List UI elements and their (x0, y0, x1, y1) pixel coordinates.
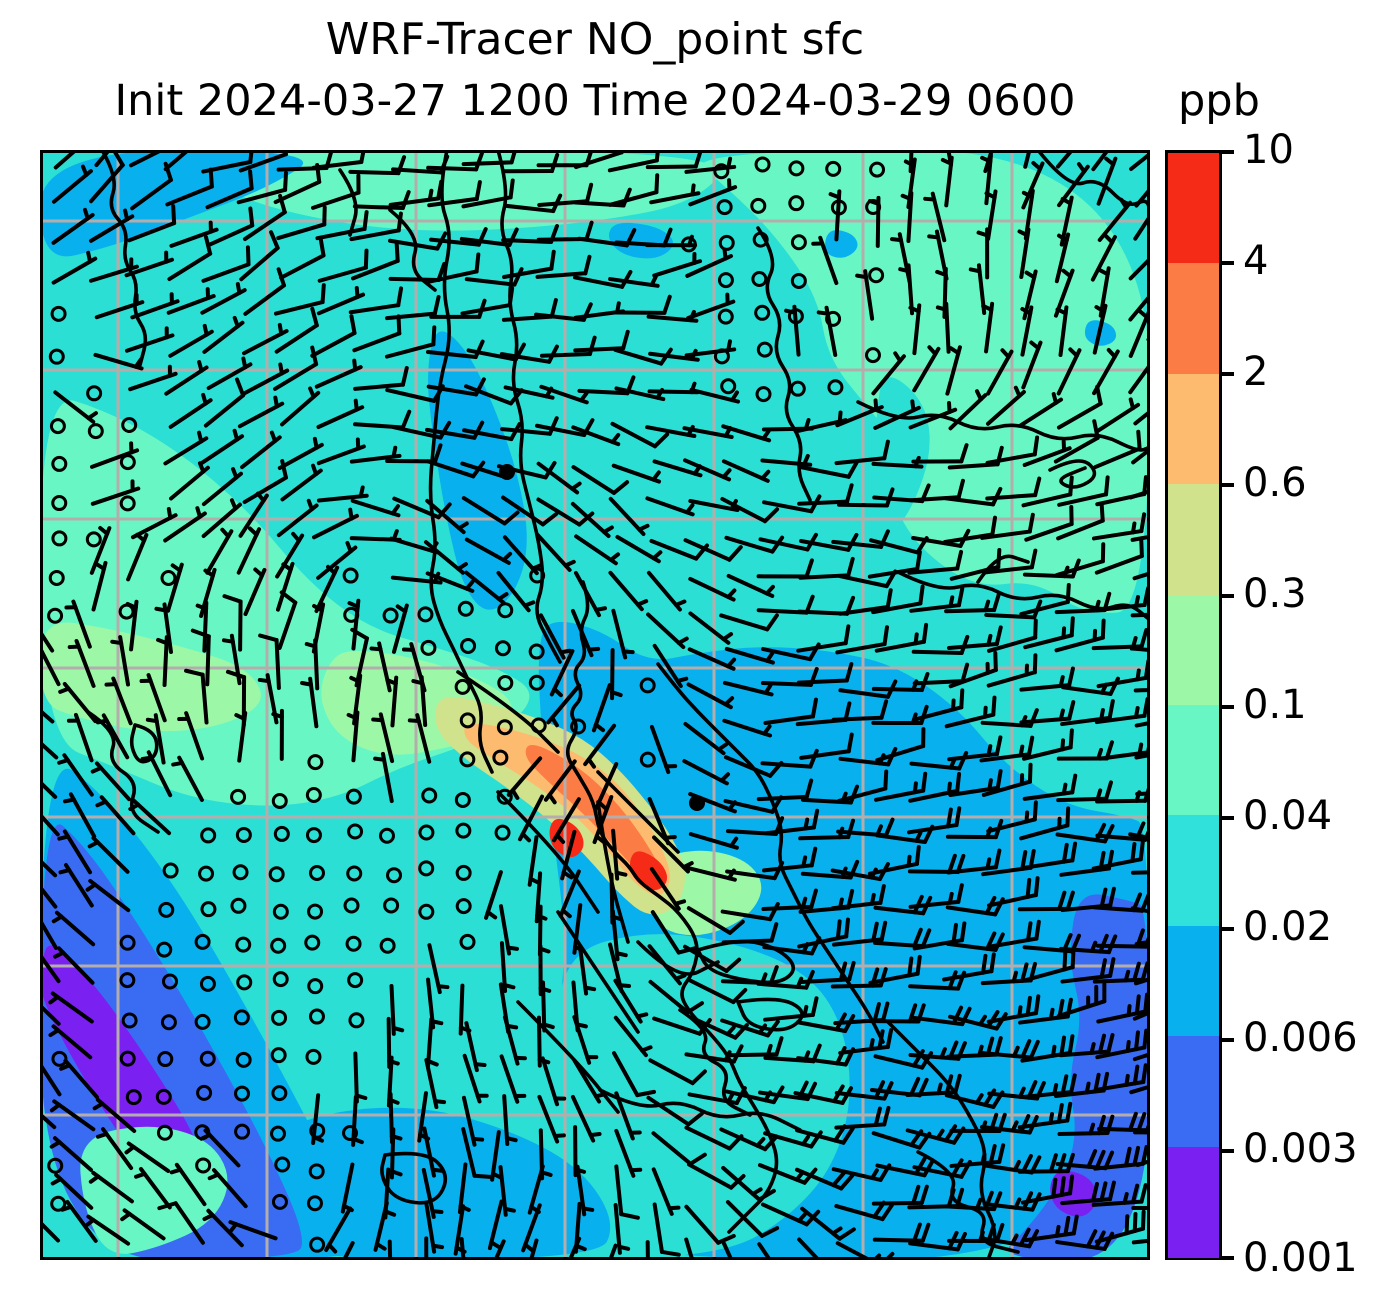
map-axes (40, 150, 1150, 1260)
coastline (656, 662, 885, 1044)
coastline (388, 208, 437, 292)
colorbar-tick-mark (1222, 261, 1234, 265)
colorbar-tick-label: 4 (1243, 238, 1269, 285)
colorbar-tick-mark (1222, 150, 1234, 154)
contour-region-red-spot-1 (549, 818, 584, 858)
figure-subtitle: Init 2024-03-27 1200 Time 2024-03-29 060… (114, 76, 1076, 126)
colorbar-tick-label: 2 (1243, 349, 1269, 396)
coastline (565, 580, 779, 1234)
colorbar-segment (1168, 1146, 1219, 1258)
colorbar-segment (1168, 594, 1219, 706)
colorbar-segment (1168, 484, 1219, 596)
colorbar-tick-label: 0.003 (1243, 1126, 1358, 1173)
coastline (129, 723, 159, 764)
coastline (556, 910, 640, 1034)
colorbar-tick-label: 0.001 (1243, 1235, 1358, 1282)
colorbar-segment (1168, 925, 1219, 1038)
coastline (428, 150, 494, 774)
colorbar-segment (1168, 373, 1219, 486)
coastline (856, 400, 1150, 452)
colorbar-tick-label: 0.04 (1243, 793, 1333, 840)
colorbar-tick-mark (1222, 1149, 1234, 1153)
map-layers (40, 150, 1150, 1260)
colorbar-segment (1168, 705, 1219, 817)
colorbar-units-label: ppb (1178, 76, 1260, 126)
coastline (100, 150, 148, 367)
colorbar-tick-mark (1222, 594, 1234, 598)
coastline (598, 1088, 802, 1132)
coastline (678, 1008, 752, 1117)
colorbar-tick-mark (1222, 927, 1234, 931)
coastline (596, 800, 630, 944)
concentration-map (40, 150, 1150, 1260)
colorbar (1165, 150, 1222, 1260)
contour-region-mint-top-band (197, 150, 721, 231)
colorbar-tick-label: 0.1 (1243, 682, 1307, 729)
contour-region-lightorange-band (464, 723, 670, 896)
contour-region-lightblue-spot-topcenter (608, 222, 673, 259)
colorbar-tick-label: 0.3 (1243, 571, 1307, 618)
coastline (338, 168, 358, 237)
coastline (1048, 459, 1097, 489)
contour-region-mint-top-right (701, 150, 1150, 613)
colorbar-tick-label: 0.006 (1243, 1015, 1358, 1062)
wind-barb-layer (40, 150, 1150, 1260)
colorbar-tick-label: 0.02 (1243, 904, 1333, 951)
colorbar-tick-label: 0.6 (1243, 460, 1307, 507)
colorbar-tick-mark (1222, 483, 1234, 487)
colorbar-tick-mark (1222, 705, 1234, 709)
colorbar-segment (1168, 1036, 1219, 1148)
coastline (516, 1000, 620, 1114)
map-border (40, 150, 1150, 1260)
colorbar-segment (1168, 815, 1219, 927)
coastline (496, 150, 562, 664)
contour-region-lightblue-spot-a (825, 230, 858, 258)
colorbar-tick-mark (1222, 1256, 1234, 1260)
colorbar-tick-mark (1222, 816, 1234, 820)
coastline (636, 940, 720, 976)
coastline (756, 226, 812, 502)
colorbar-tick-mark (1222, 1038, 1234, 1042)
figure-title: WRF-Tracer NO_point sfc (325, 14, 865, 65)
colorbar-tick-mark (1222, 372, 1234, 376)
colorbar-tick-label: 10 (1243, 127, 1294, 174)
colorbar-segment (1168, 263, 1219, 375)
colorbar-segment (1168, 153, 1219, 265)
